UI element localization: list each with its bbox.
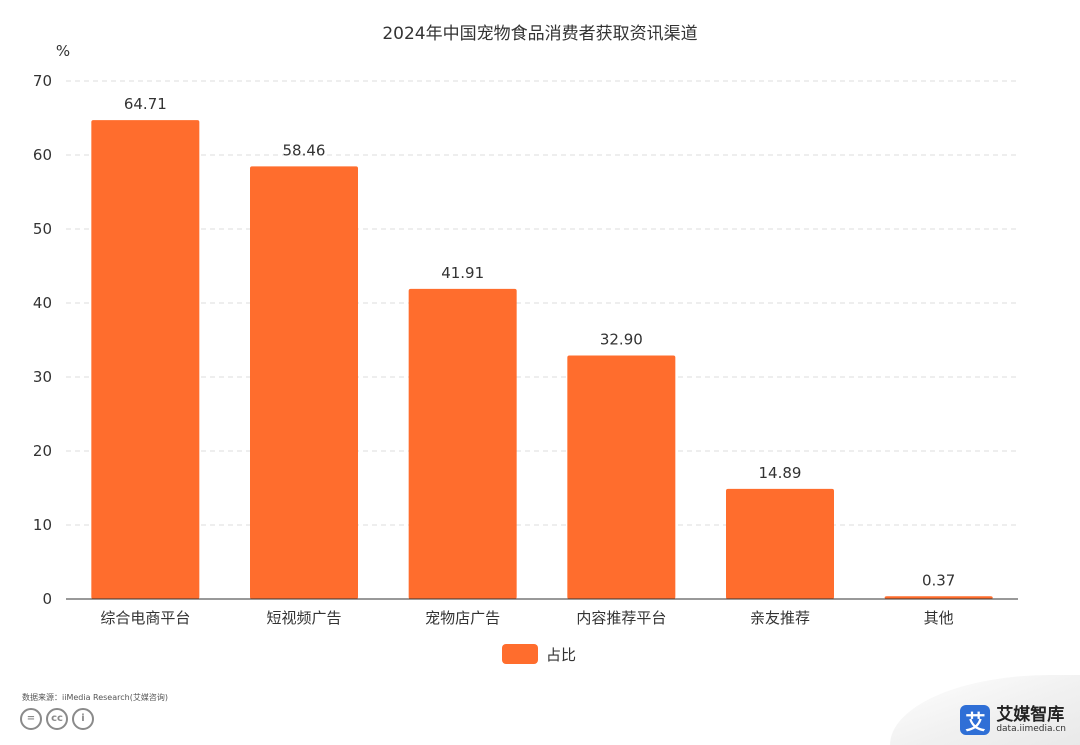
gridlines: [66, 80, 1018, 526]
bar[interactable]: [91, 120, 200, 600]
equals-icon: =: [20, 708, 42, 730]
data-label: 14.89: [759, 464, 802, 482]
data-source-note: 数据来源：iiMedia Research(艾媒咨询): [22, 693, 168, 702]
brand-name: 艾媒智库: [996, 704, 1065, 725]
data-labels: 64.71 58.46 41.91 32.90 14.89 0.37: [124, 95, 956, 589]
y-axis-unit: %: [56, 42, 70, 60]
data-label: 58.46: [283, 141, 326, 159]
brand-url: data.iimedia.cn: [996, 723, 1066, 734]
x-category-label: 内容推荐平台: [576, 609, 666, 627]
y-tick-label: 0: [42, 590, 52, 608]
data-label: 41.91: [441, 264, 484, 282]
bar[interactable]: [884, 596, 993, 599]
y-tick-label: 60: [33, 146, 52, 164]
data-label: 32.90: [600, 331, 643, 349]
x-category-label: 综合电商平台: [100, 609, 190, 627]
legend-label: 占比: [546, 646, 576, 664]
y-tick-label: 30: [33, 368, 52, 386]
y-tick-label: 20: [33, 442, 52, 460]
x-category-label: 亲友推荐: [750, 609, 810, 627]
y-tick-label: 10: [33, 516, 52, 534]
bar[interactable]: [726, 488, 834, 599]
bars: [91, 120, 993, 600]
x-category-label: 短视频广告: [266, 609, 341, 627]
bar[interactable]: [250, 166, 358, 599]
bar[interactable]: [567, 355, 676, 599]
x-category-label: 其他: [924, 609, 954, 627]
person-icon: i: [72, 708, 94, 730]
y-tick-label: 70: [33, 72, 52, 90]
data-label: 0.37: [922, 571, 955, 589]
license-icons: = cc i: [20, 708, 94, 730]
chart-title: 2024年中国宠物食品消费者获取资讯渠道: [382, 24, 697, 44]
cc-icon: cc: [46, 708, 68, 730]
data-label: 64.71: [124, 95, 167, 113]
y-axis-ticks: 0 10 20 30 40 50 60 70: [33, 72, 52, 608]
legend[interactable]: 占比: [502, 644, 576, 664]
y-tick-label: 50: [33, 220, 52, 238]
y-tick-label: 40: [33, 294, 52, 312]
x-axis-categories: 综合电商平台 短视频广告 宠物店广告 内容推荐平台 亲友推荐 其他: [100, 609, 953, 627]
brand-logo-block[interactable]: 艾 艾媒智库 data.iimedia.cn: [960, 705, 1066, 735]
bar[interactable]: [408, 288, 517, 599]
brand-logo-icon: 艾: [960, 705, 991, 735]
legend-swatch: [502, 644, 538, 664]
x-category-label: 宠物店广告: [425, 609, 500, 627]
